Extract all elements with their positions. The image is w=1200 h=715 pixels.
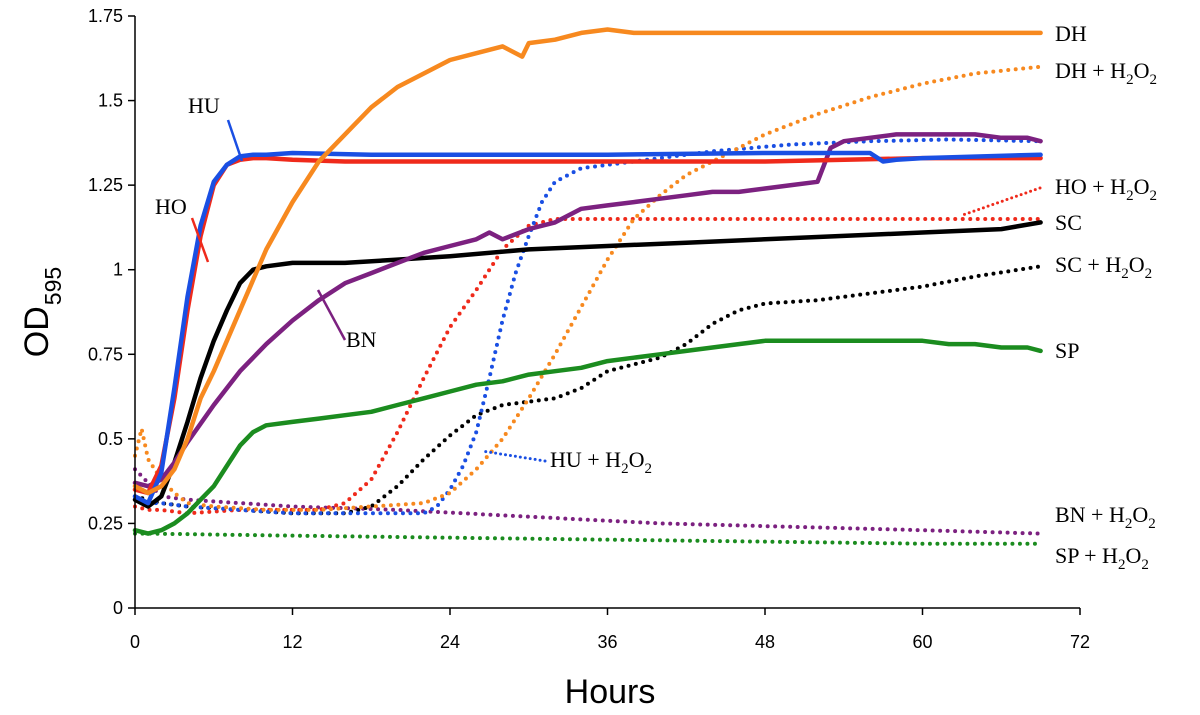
y-tick-label: 0.75	[88, 344, 123, 364]
series-label-ho-h2o2: HO + H2O2	[1055, 174, 1157, 204]
axes: 0 0.25 0.5 0.75 1 1.25 1.5 1.75 0 12 24 36 48 60 72	[88, 6, 1090, 652]
series-line-hu	[132, 150, 1043, 506]
series-label-sp-h2o2: SP + H2O2	[1055, 543, 1149, 573]
leader-line-hu	[226, 119, 244, 162]
x-tick-label: 12	[282, 632, 302, 652]
x-tick-label: 0	[130, 632, 140, 652]
leader-line-layer	[190, 119, 1042, 463]
series-label-dh: DH	[1055, 21, 1087, 46]
series-label-layer: HU HO BN HU + H2O2 DH DH + H2O2 HO + H2O2 SC SC …	[155, 21, 1157, 573]
series-line-ho-h2o2	[133, 217, 1043, 516]
y-tick-label: 0.25	[88, 513, 123, 533]
y-axis-title-main: OD	[18, 306, 56, 357]
y-tick-label: 0	[113, 598, 123, 618]
series-line-bn	[132, 132, 1043, 489]
series-layer	[132, 27, 1043, 546]
series-label-sp: SP	[1055, 338, 1079, 363]
leader-line-hu-h2o2	[480, 449, 547, 463]
x-tick-label: 24	[440, 632, 460, 652]
y-tick-label: 1.5	[98, 91, 123, 111]
series-label-dh-h2o2: DH + H2O2	[1055, 58, 1157, 88]
series-line-dh	[132, 27, 1043, 496]
leader-line-ho-h2o2	[958, 186, 1042, 218]
series-label-sc: SC	[1055, 210, 1082, 235]
y-axis-title-subscript: 595	[40, 267, 66, 305]
series-line-sp	[132, 338, 1043, 536]
y-tick-label: 1.25	[88, 175, 123, 195]
y-tick-label: 1.75	[88, 6, 123, 26]
series-label-ho: HO	[155, 194, 187, 219]
series-label-sc-h2o2: SC + H2O2	[1055, 252, 1152, 282]
x-tick-label: 72	[1070, 632, 1090, 652]
leader-line-ho	[190, 217, 210, 263]
series-line-sp-h2o2	[133, 531, 1043, 546]
series-line-bn-h2o2	[133, 467, 1043, 536]
leader-line-bn	[316, 289, 347, 341]
series-label-hu-h2o2: HU + H2O2	[550, 447, 652, 477]
series-line-dh-h2o2	[133, 64, 1043, 512]
series-line-sc	[132, 220, 1043, 509]
x-tick-label: 60	[912, 632, 932, 652]
y-tick-label: 0.5	[98, 429, 123, 449]
series-label-bn-h2o2: BN + H2O2	[1055, 502, 1156, 532]
x-tick-label: 36	[597, 632, 617, 652]
y-tick-label: 1	[113, 260, 123, 280]
y-axis-title: OD595	[18, 267, 66, 357]
x-axis-title: Hours	[565, 673, 656, 711]
series-line-sc-h2o2	[133, 264, 1043, 516]
series-label-bn: BN	[346, 327, 377, 352]
x-tick-label: 48	[755, 632, 775, 652]
series-label-hu: HU	[188, 93, 220, 118]
